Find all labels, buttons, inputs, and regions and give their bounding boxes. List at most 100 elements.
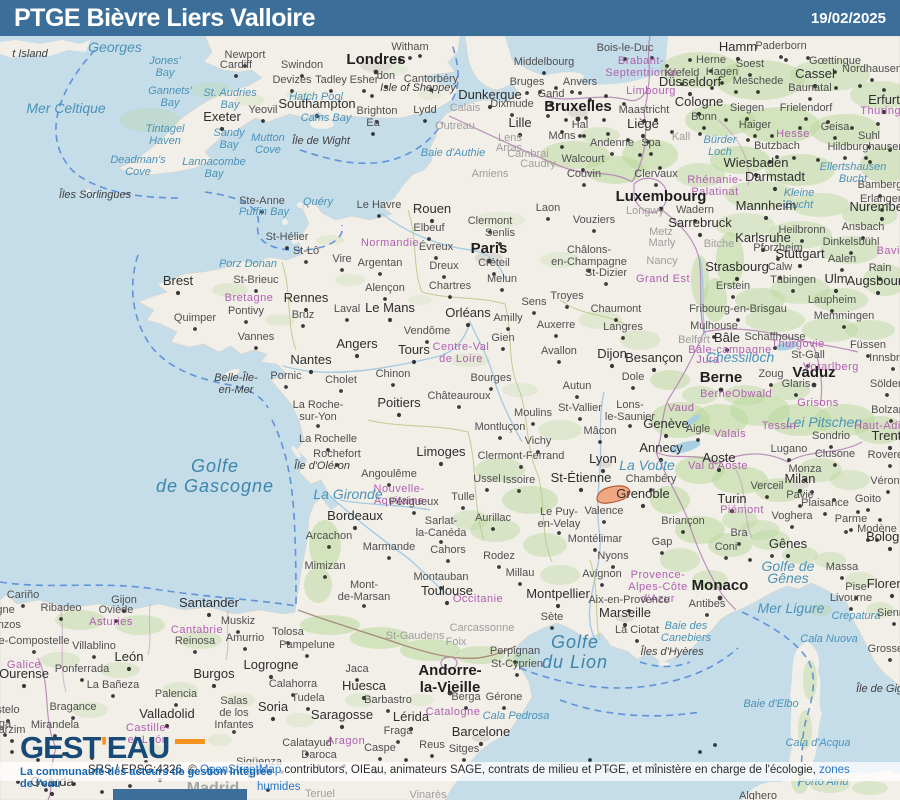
forest-patch [798,458,842,482]
map-label: Lérida [393,709,430,724]
map-label: Valladolid [139,706,194,721]
map-label: e-Compostelle [0,635,69,647]
map-label: Darmstadt [745,169,805,184]
map-label: Senlis [485,227,515,239]
forest-areas [40,52,900,795]
city-dot [697,232,703,238]
country-borders [37,36,863,800]
osm-link[interactable]: OpenStreetMap [200,764,282,776]
forest-patch [691,255,709,305]
city-dot [243,64,247,68]
city-dot [542,71,546,75]
map-label: Bra [730,527,748,539]
map-label: Carcassonne [450,622,515,634]
map-label: Annecy [639,440,683,455]
zones-humides-link[interactable]: zones [819,764,850,776]
map-label: Hildburghausen [827,141,900,153]
highlight-territory[interactable] [596,485,631,504]
city-dot [175,290,181,296]
map-label: Cambrai [507,148,549,160]
city-dot [797,488,803,494]
map-label: Southampton [278,96,355,111]
city-dot [866,354,870,358]
city-dot [731,295,735,299]
city-dot [588,98,592,102]
forest-patch [715,60,805,100]
map-label: Metz [649,226,673,238]
city-dot [560,130,564,134]
map-label: Andorre-la-Vieille [418,662,481,696]
map-label: Milan [784,471,815,486]
map-label: Arcachon [306,530,352,542]
city-dot [411,359,417,365]
city-dot [290,89,294,93]
city-dot [430,754,434,758]
map-label: St-Étienne [551,470,612,485]
city-dot [525,91,529,95]
map-label: Mer Ligure [758,600,825,616]
map-label: Salas de los Infantes [214,695,254,731]
city-dot [439,540,443,544]
map-label: Betanzos [0,619,21,631]
map-label: Exeter [203,109,241,124]
city-dot [32,650,36,654]
city-dot [21,683,27,689]
map-label: Bruges [510,76,545,88]
city-dot [785,553,791,559]
city-dot [858,84,862,88]
island-scilly [85,189,91,195]
map-label: Andenne [590,137,634,149]
city-dot [866,508,870,512]
city-dot [864,156,868,160]
map-label: Montpellier [526,586,590,601]
map-label: Barcelone [452,724,511,739]
city-dot [536,450,540,454]
city-dot [488,230,492,234]
city-dot [500,288,504,292]
map-label: Glaris [782,378,811,390]
map-label: Thurgovie [771,338,824,350]
map-label: Gand [538,88,565,100]
city-dot [515,673,519,677]
map-label: Baunatal [788,82,831,94]
city-dot [812,83,818,89]
map-label: Baie des Canebiers [661,620,712,644]
map-label: Vendôme [404,325,450,337]
city-dot [339,389,343,393]
forest-patch [40,652,80,668]
zones-humides-link-wrap[interactable]: humides [257,781,301,793]
city-dot [658,166,662,170]
forest-patch [852,781,888,795]
forest-patch [765,154,835,186]
city-dot [866,538,870,542]
city-dot [49,791,55,797]
map-label: Nordhausen [842,63,900,75]
gesteau-logo[interactable]: GEST'EAU La communauté des acteurs de ge… [20,732,280,790]
forest-patch [710,146,770,174]
city-dot [798,126,802,130]
city-dot [565,305,569,309]
city-dot [794,393,798,397]
lake-neuchatel [685,414,701,426]
map-label: don [377,70,395,82]
city-dot [753,172,759,178]
city-dot [868,160,872,164]
city-dot [806,364,810,368]
forest-patch [190,82,230,98]
map-label: Siegen [730,102,764,114]
map-label: Sarrebruck [668,215,732,230]
map-label: Berga [451,691,481,703]
city-dot [604,282,608,286]
map-label: Obwald [732,388,772,400]
forest-patch [650,370,690,390]
city-dot [423,119,427,123]
forest-patch [740,520,780,540]
map-label: Tolosa [272,626,305,638]
map-label: Îles d'Hyères [640,645,704,658]
map-label: Rennes [284,290,329,305]
city-dot [429,218,435,224]
map-label: Mons [549,130,576,142]
city-dot [408,56,412,60]
map-label: Florence [867,576,900,591]
